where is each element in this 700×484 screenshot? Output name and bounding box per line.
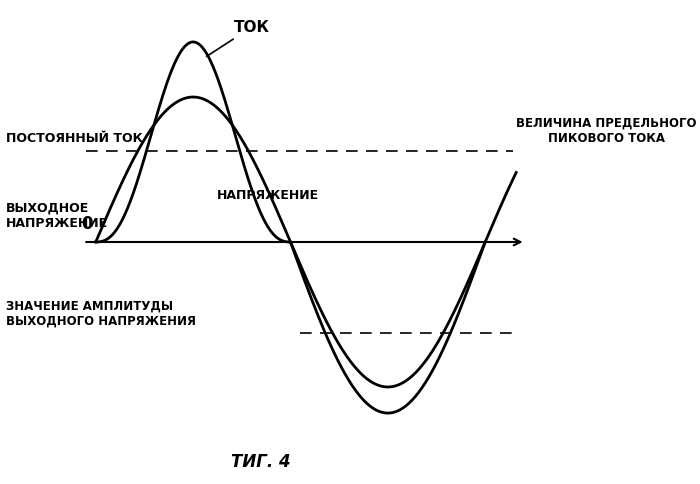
Text: 0: 0: [81, 215, 92, 233]
Text: ПОСТОЯННЫЙ ТОК: ПОСТОЯННЫЙ ТОК: [6, 132, 143, 145]
Text: НАПРЯЖЕНИЕ: НАПРЯЖЕНИЕ: [216, 189, 318, 202]
Text: ΤИГ. 4: ΤИГ. 4: [232, 453, 291, 471]
Text: ЗНАЧЕНИЕ АМПЛИТУДЫ
ВЫХОДНОГО НАПРЯЖЕНИЯ: ЗНАЧЕНИЕ АМПЛИТУДЫ ВЫХОДНОГО НАПРЯЖЕНИЯ: [6, 300, 196, 328]
Text: ВЕЛИЧИНА ПРЕДЕЛЬНОГО
ПИКОВОГО ТОКА: ВЕЛИЧИНА ПРЕДЕЛЬНОГО ПИКОВОГО ТОКА: [516, 117, 696, 145]
Text: ТОК: ТОК: [206, 20, 270, 57]
Text: ВЫХОДНОЕ
НАПРЯЖЕНИЕ: ВЫХОДНОЕ НАПРЯЖЕНИЕ: [6, 202, 108, 230]
